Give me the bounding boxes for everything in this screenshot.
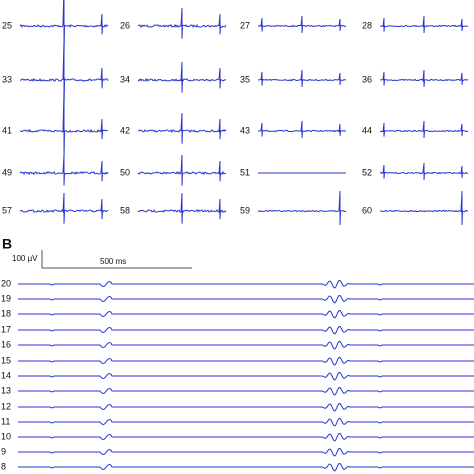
trace [379,162,469,181]
trace [257,15,347,34]
trace [19,192,109,224]
channel-label: 18 [1,308,11,318]
trace [379,15,469,34]
trace [379,69,469,88]
channel-label: 20 [1,278,11,288]
trace [380,190,469,226]
electrode-label: 42 [120,125,130,135]
trace [18,463,474,472]
trace [18,448,474,457]
trace [18,387,474,396]
channel-label: 19 [1,293,11,303]
electrode-label: 28 [362,20,372,30]
trace [18,341,474,350]
scale-time: 500 ms [100,257,126,266]
trace [18,295,474,304]
trace [258,120,347,139]
trace [18,310,474,319]
electrode-label: 43 [240,125,250,135]
channel-label: 14 [1,370,11,380]
trace [137,154,227,186]
electrode-label: 33 [2,74,12,84]
electrode-label: 59 [240,205,250,215]
electrode-label: 52 [362,167,372,177]
trace [19,154,109,186]
scale-voltage: 100 µV [12,254,38,263]
electrode-label: 35 [240,74,250,84]
trace [18,433,474,442]
trace [18,403,474,412]
electrode-label: 26 [120,20,130,30]
electrode-label: 51 [240,167,250,177]
channel-label: 10 [1,431,11,441]
electrode-label: 50 [120,167,130,177]
electrode-label: 49 [2,167,12,177]
trace [379,120,469,139]
trace [257,190,347,226]
trace [18,418,474,427]
channel-label: 16 [1,339,11,349]
trace [18,372,474,381]
panel-label: B [2,236,12,252]
electrode-label: 36 [362,74,372,84]
electrode-label: 60 [362,205,372,215]
trace [18,326,474,335]
channel-label: 17 [1,324,11,334]
electrode-label: 58 [120,205,130,215]
electrode-label: 57 [2,205,12,215]
trace [137,61,227,93]
electrode-label: 44 [362,125,372,135]
trace [19,0,109,55]
electrode-label: 25 [2,20,12,30]
electrode-label: 41 [2,125,12,135]
channel-label: 11 [1,416,10,426]
channel-label: 13 [1,385,11,395]
channel-label: 15 [1,355,11,365]
trace [18,280,474,289]
channel-label: 12 [1,401,11,411]
trace [137,112,227,144]
channel-label: 9 [1,446,6,456]
trace [19,39,109,109]
trace [18,357,474,366]
channel-label: 8 [1,461,6,471]
trace [257,69,347,88]
trace [137,7,227,39]
electrode-label: 34 [120,74,130,84]
electrode-label: 27 [240,20,250,30]
trace [19,90,109,160]
trace [137,192,227,224]
